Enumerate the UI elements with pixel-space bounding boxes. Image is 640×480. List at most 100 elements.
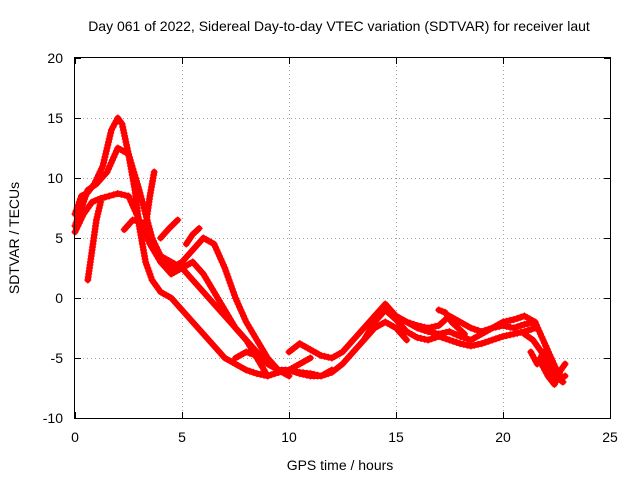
data-point-interp (117, 190, 125, 198)
axis-ticks (75, 58, 611, 419)
data-point-interp (83, 189, 91, 197)
data-point-interp (506, 331, 514, 339)
data-point-interp (110, 191, 118, 199)
data-point-interp (146, 270, 154, 278)
data-point-interp (421, 323, 429, 331)
data-series-trace-1 (71, 114, 336, 380)
data-point-interp (104, 165, 112, 173)
data-point (285, 366, 293, 374)
x-tick-label: 10 (281, 429, 297, 445)
data-point (232, 294, 239, 302)
data-point (559, 378, 567, 386)
data-point-interp (144, 231, 152, 239)
data-point-interp (532, 321, 540, 329)
data-point-interp (132, 174, 140, 182)
data-point-interp (155, 255, 163, 263)
data-point (561, 372, 569, 380)
data-point-interp (150, 243, 158, 251)
data-point-interp (503, 317, 511, 325)
y-tick-label: 5 (55, 230, 63, 246)
data-point-interp (80, 198, 88, 206)
data-point-interp (417, 334, 425, 342)
data-point (146, 234, 154, 242)
y-tick-label: -10 (43, 410, 63, 426)
y-tick-label: 20 (47, 50, 63, 66)
data-point-interp (517, 322, 525, 330)
data-point (129, 216, 137, 224)
data-point-interp (431, 322, 439, 330)
data-point (195, 224, 203, 232)
data-point (125, 192, 132, 200)
data-point-interp (542, 369, 550, 377)
data-point (253, 370, 261, 378)
y-tick-label: 10 (47, 170, 63, 186)
data-series-trace-9 (232, 348, 261, 362)
data-point-interp (463, 335, 471, 343)
data-point (142, 258, 150, 266)
data-point (306, 370, 314, 378)
data-point-interp (217, 255, 225, 263)
data-point-interp (530, 354, 538, 362)
data-point-interp (449, 329, 457, 337)
data-point-interp (78, 213, 86, 221)
data-point-interp (121, 132, 129, 140)
data-point-interp (121, 191, 129, 199)
data-point (510, 330, 518, 338)
data-point-interp (237, 306, 245, 314)
data-point-interp (278, 368, 286, 376)
data-point-interp (556, 375, 564, 383)
data-series-trace-5 (84, 198, 105, 284)
data-point-interp (111, 120, 119, 128)
data-point-interp (101, 193, 109, 201)
data-point-interp (125, 153, 133, 161)
data-point-interp (120, 129, 128, 137)
data-point (499, 318, 507, 326)
data-point-interp (75, 219, 83, 227)
data-point (242, 348, 250, 356)
data-point-interp (256, 370, 264, 378)
data-point-interp (492, 335, 500, 343)
data-point-interp (192, 227, 200, 235)
data-point (467, 342, 475, 350)
data-point (531, 318, 539, 326)
x-tick-label: 25 (602, 429, 618, 445)
data-point-interp (534, 324, 542, 332)
data-point-interp (421, 335, 429, 343)
data-point-interp (223, 270, 231, 278)
data-point (99, 162, 107, 170)
data-point-interp (133, 177, 141, 185)
data-point-interp (128, 162, 136, 170)
data-point-interp (428, 335, 436, 343)
data-point-interp (112, 147, 120, 155)
data-series-trace-13 (360, 318, 411, 344)
data-point-interp (100, 156, 108, 164)
data-point-interp (528, 351, 536, 359)
data-point-interp (410, 320, 418, 328)
data-series-trace-18 (542, 342, 567, 386)
data-point-interp (100, 159, 108, 167)
x-axis-label: GPS time / hours (287, 457, 394, 473)
data-point-interp (133, 217, 141, 225)
data-point-interp (106, 132, 114, 140)
data-point (274, 368, 282, 376)
data-point-interp (137, 192, 145, 200)
data-point-interp (111, 150, 119, 158)
data-point-interp (495, 334, 503, 342)
data-point-interp (545, 351, 553, 359)
data-point-interp (233, 297, 241, 305)
data-point (454, 324, 462, 332)
data-point-interp (481, 338, 489, 346)
data-point-interp (143, 261, 151, 269)
data-point (553, 372, 560, 380)
data-point-interp (513, 329, 521, 337)
data-point (105, 192, 113, 200)
data-point-interp (102, 147, 110, 155)
data-point-interp (222, 267, 230, 275)
data-series-trace-6 (142, 168, 158, 230)
data-point (413, 322, 421, 330)
data-point-interp (226, 279, 234, 287)
data-point-interp (147, 273, 155, 281)
data-point (478, 340, 486, 348)
data-point-interp (513, 314, 521, 322)
data-point-interp (535, 327, 543, 335)
